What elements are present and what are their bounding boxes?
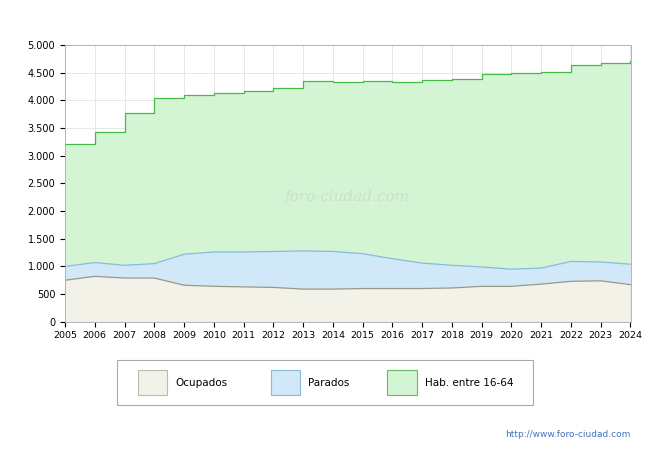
Bar: [271, 370, 300, 395]
Text: foro-ciudad.com: foro-ciudad.com: [285, 190, 410, 204]
Text: Ocupados: Ocupados: [176, 378, 227, 388]
Bar: [138, 370, 167, 395]
Text: Villanueva de la Torre - Evolucion de la poblacion en edad de Trabajar Mayo de 2: Villanueva de la Torre - Evolucion de la…: [95, 14, 555, 23]
Text: http://www.foro-ciudad.com: http://www.foro-ciudad.com: [505, 430, 630, 439]
Text: Parados: Parados: [308, 378, 350, 388]
Text: Hab. entre 16-64: Hab. entre 16-64: [425, 378, 514, 388]
FancyBboxPatch shape: [117, 360, 533, 405]
Bar: [387, 370, 417, 395]
